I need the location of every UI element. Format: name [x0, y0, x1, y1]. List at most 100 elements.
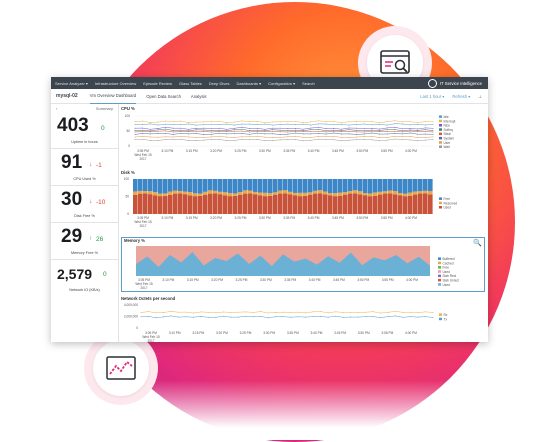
legend-swatch: [438, 283, 441, 286]
arrow-up-icon: ↑: [89, 235, 93, 242]
y-tick-label: 100: [124, 177, 130, 181]
disk-bar-free: [333, 179, 338, 194]
tab-analysis[interactable]: Analysis: [190, 93, 207, 99]
disk-bar-used: [218, 194, 223, 214]
kpi-network: 2,579 0 Network IO (KB/s): [51, 260, 118, 296]
disk-bar-free: [383, 179, 388, 192]
disk-bar-free: [363, 179, 368, 194]
x-tick-label: 3:30 PM: [263, 331, 275, 335]
kpi-disk: 30 ↓ -10 Disk Free %: [51, 186, 118, 223]
x-tick-label: 3:45 PM: [332, 216, 344, 220]
x-tick-label: 3:25 PM: [235, 149, 247, 153]
disk-bar-free: [178, 179, 183, 192]
nav-glass-tables[interactable]: Glass Tables: [178, 80, 202, 86]
disk-bar-used: [133, 194, 138, 214]
memory-panel[interactable]: Memory % 3:05 PM Wed Feb 15 2017 3:10 PM 3:1…: [121, 237, 485, 292]
disk-bar-used: [283, 193, 288, 214]
disk-bar-reserved: [233, 193, 238, 196]
x-tick-label: 3:05 PM: [145, 331, 157, 335]
nav-dashboards[interactable]: Dashboards ▾: [236, 80, 262, 86]
disk-bar-used: [403, 196, 408, 214]
brand-name: IT Service Intelligence: [439, 80, 482, 86]
disk-bar-reserved: [143, 191, 148, 194]
nav-search[interactable]: Search: [302, 80, 315, 86]
cpu-series-line: [134, 138, 434, 141]
disk-bar-free: [228, 179, 233, 193]
tab-vm-overview[interactable]: Vm Overview Dashboard: [89, 89, 137, 104]
x-tick-label: 3:10 PM: [161, 149, 173, 153]
disk-bar-free: [353, 179, 358, 191]
disk-bar-used: [343, 194, 348, 214]
legend-swatch: [439, 206, 442, 209]
disk-bar-reserved: [428, 191, 433, 195]
disk-bar-used: [358, 194, 363, 214]
x-tick-label: 3:40 PM: [308, 149, 320, 153]
disk-bar-reserved: [408, 192, 413, 196]
legend-label: Used: [444, 206, 452, 210]
legend-label: Idle: [444, 115, 449, 119]
nav-service-analyzer[interactable]: Service Analyzer ▾: [55, 80, 88, 86]
pin-icon[interactable]: ⊥: [478, 93, 482, 99]
time-range-picker[interactable]: Last 1 hour ▾: [420, 93, 445, 99]
nav-infrastructure-overview[interactable]: Infrastructure Overview: [94, 80, 137, 86]
nav-episode-review[interactable]: Episode Review: [143, 80, 172, 86]
x-tick-label: 3:15 PM: [192, 331, 204, 335]
disk-bar-free: [273, 179, 278, 193]
y-tick-label: 2,000,000: [124, 315, 138, 319]
summary-header: Summary: [95, 105, 113, 111]
disk-bar-reserved: [328, 193, 333, 196]
disk-bar-reserved: [323, 191, 328, 195]
collapse-icon[interactable]: ‹: [56, 105, 58, 111]
magnifier-icon[interactable]: 🔍: [473, 240, 482, 247]
legend-swatch: [438, 274, 441, 278]
disk-bar-reserved: [213, 190, 218, 194]
disk-bar-reserved: [133, 191, 138, 195]
disk-bar-reserved: [183, 191, 188, 195]
disk-bar-used: [338, 195, 343, 214]
legend-label: Slab Unrecl: [443, 279, 460, 283]
disk-bar-reserved: [423, 190, 428, 194]
legend-label: Interrupt: [444, 119, 456, 123]
x-tick-label: 3:40 PM: [311, 331, 323, 335]
disk-bar-reserved: [268, 193, 273, 196]
nav-deep-dives[interactable]: Deep Dives: [208, 80, 230, 86]
kpi-delta: 0: [103, 271, 107, 278]
disk-bar-used: [158, 196, 163, 214]
disk-bar-free: [323, 179, 328, 192]
disk-bar-free: [393, 179, 398, 192]
disk-bar-reserved: [248, 190, 253, 194]
refresh-button[interactable]: Refresh ▾: [452, 93, 471, 99]
disk-bar-used: [418, 193, 423, 214]
disk-bar-used: [248, 193, 253, 214]
summary-panel: ‹ Summary 403 0 Uptime in hours 91 ↓ -1 …: [51, 104, 119, 342]
disk-bar-used: [308, 194, 313, 214]
kpi-value: 403: [57, 115, 89, 136]
disk-bar-used: [313, 193, 318, 214]
nav-configuration[interactable]: Configuration ▾: [268, 80, 296, 86]
x-tick-label: 4:00 PM: [406, 278, 418, 282]
disk-bar-used: [348, 193, 353, 214]
disk-bar-used: [143, 193, 148, 214]
disk-bar-reserved: [238, 192, 243, 195]
app-brand: IT Service Intelligence: [427, 78, 482, 88]
disk-bar-reserved: [228, 192, 233, 197]
disk-bar-reserved: [148, 191, 153, 195]
disk-bar-used: [318, 193, 323, 214]
bottom-badge: [84, 331, 158, 405]
disk-bar-reserved: [363, 193, 368, 196]
disk-bar-free: [148, 179, 153, 192]
disk-bar-used: [183, 194, 188, 214]
disk-bar-free: [413, 179, 418, 192]
tab-open-data-search[interactable]: Open Data Search: [146, 93, 181, 99]
disk-bar-used: [173, 193, 178, 214]
kpi-delta: 26: [96, 236, 104, 243]
kpi-delta: -10: [96, 199, 106, 206]
x-tick-label: 3:15 PM: [186, 149, 198, 153]
disk-bar-free: [388, 179, 393, 191]
disk-bar-used: [263, 196, 268, 214]
disk-bar-reserved: [333, 193, 338, 197]
cpu-series-line: [134, 132, 434, 135]
x-tick-label: 3:05 PM: [137, 149, 149, 153]
x-tick-label: 3:55 PM: [381, 216, 393, 220]
kpi-delta: 0: [101, 125, 105, 132]
